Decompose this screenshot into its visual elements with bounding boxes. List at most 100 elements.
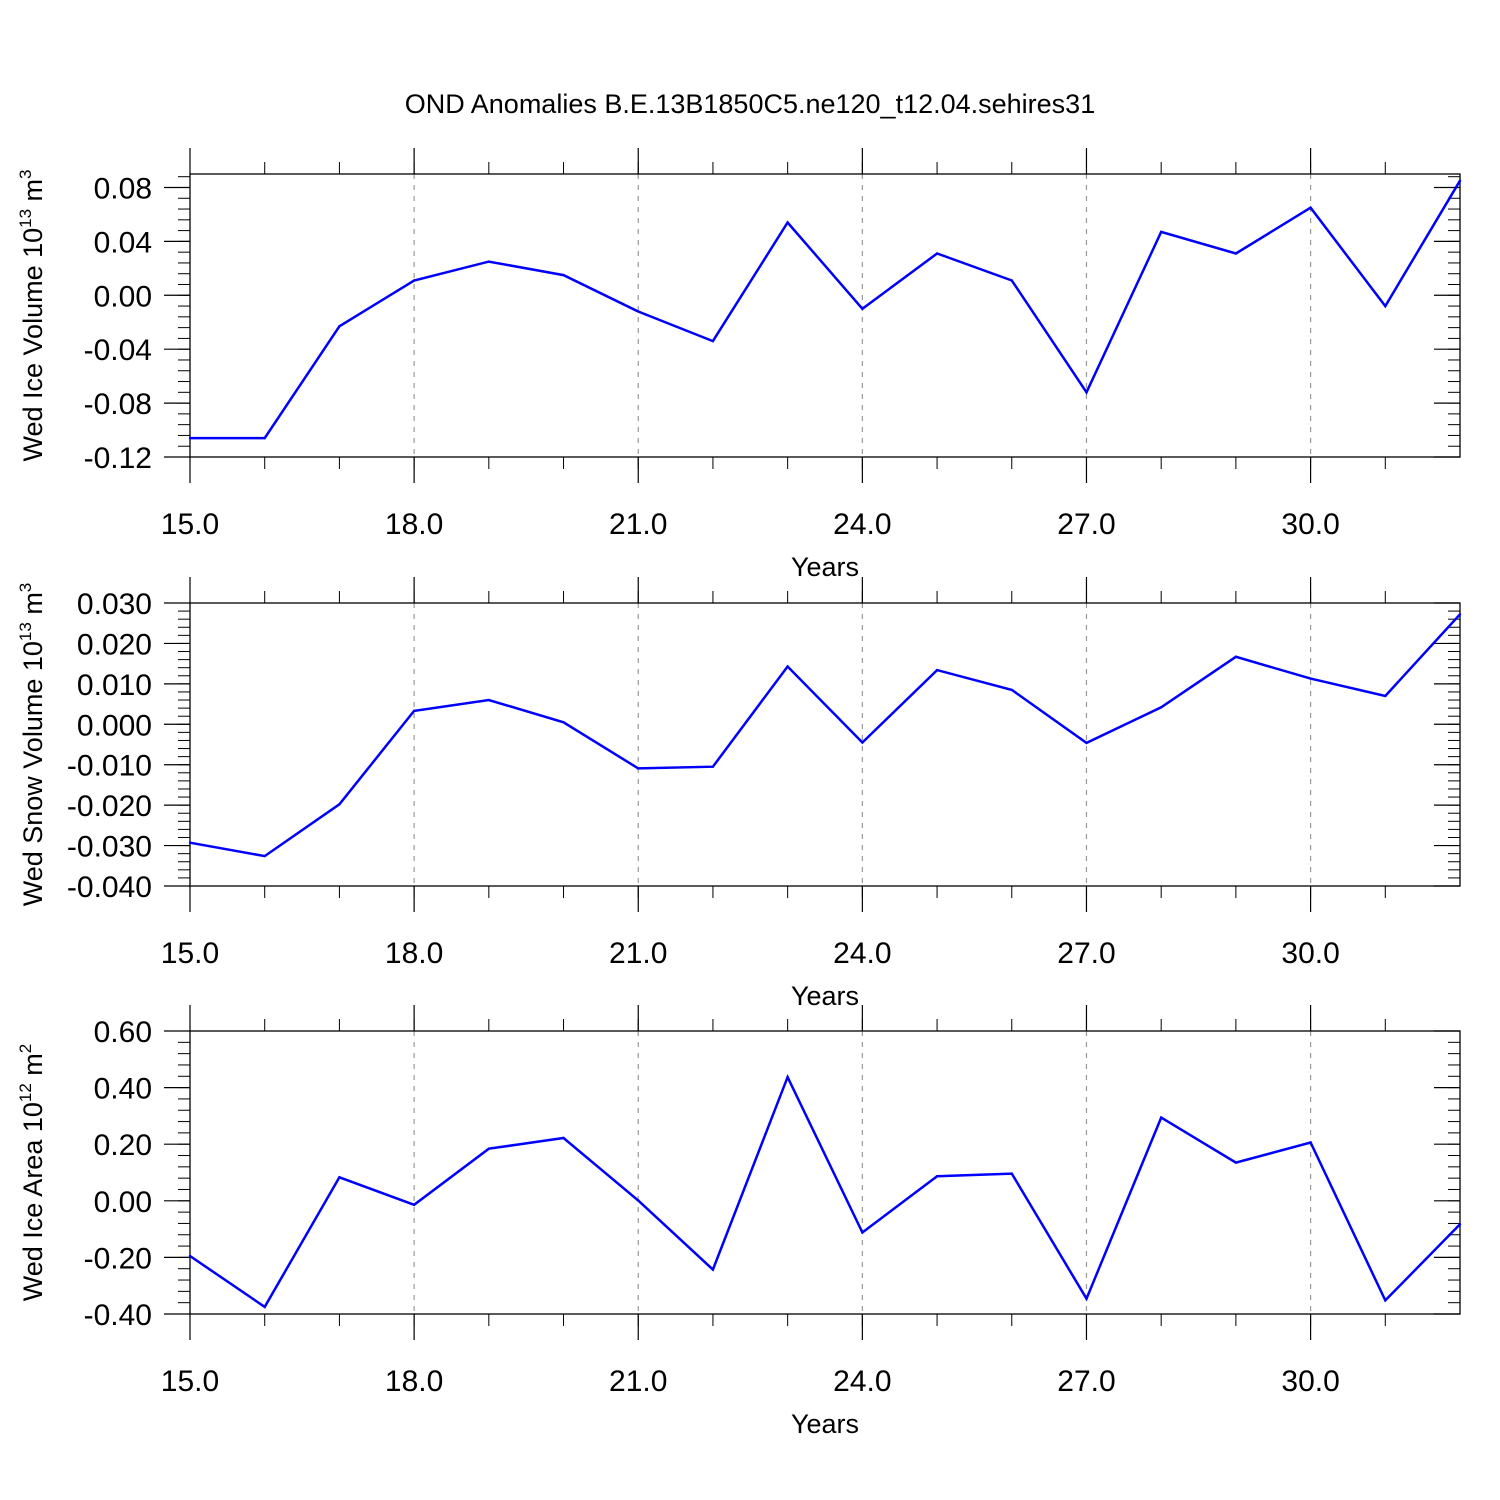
y-tick-label: 0.40 bbox=[94, 1073, 152, 1106]
y-tick-label: 0.04 bbox=[94, 226, 152, 259]
y-tick-label: -0.12 bbox=[84, 442, 152, 475]
data-point bbox=[562, 1136, 565, 1140]
y-tick-label: 0.010 bbox=[77, 669, 152, 702]
data-point bbox=[1234, 1161, 1238, 1164]
data-point bbox=[562, 721, 565, 724]
data-point bbox=[487, 1147, 491, 1150]
x-tick-label: 30.0 bbox=[1281, 508, 1339, 541]
y-tick-label: -0.08 bbox=[84, 388, 152, 421]
data-point bbox=[263, 436, 266, 440]
data-point bbox=[562, 273, 565, 277]
data-point bbox=[1159, 706, 1163, 709]
x-tick-label: 30.0 bbox=[1281, 937, 1339, 970]
data-point bbox=[338, 1176, 341, 1179]
data-point bbox=[1458, 179, 1462, 182]
data-point bbox=[188, 436, 192, 440]
x-tick-label: 27.0 bbox=[1057, 508, 1115, 541]
data-point bbox=[1010, 688, 1013, 692]
chart-panel-2: 15.0 18.0 21.0 24.0 27.0 30.0 0.030 0.020 0.010 0… bbox=[16, 577, 1462, 1011]
y-axis-label-unit-exp: 3 bbox=[16, 169, 35, 178]
plot-frame bbox=[189, 1030, 1461, 1315]
data-point bbox=[1458, 613, 1462, 616]
x-tick-label: 21.0 bbox=[609, 508, 667, 541]
data-point bbox=[1234, 252, 1238, 255]
data-point bbox=[1384, 304, 1387, 308]
x-tick-label: 18.0 bbox=[385, 1365, 443, 1398]
x-tick-label: 15.0 bbox=[161, 1365, 219, 1398]
data-point bbox=[412, 279, 416, 282]
data-point bbox=[711, 339, 715, 343]
x-tick-label: 24.0 bbox=[833, 937, 891, 970]
x-axis-label: Years bbox=[791, 981, 859, 1011]
series-line bbox=[189, 613, 1461, 858]
data-point bbox=[1085, 1297, 1088, 1300]
y-axis-label: Wed Ice Area 1012 m2 bbox=[16, 1044, 48, 1302]
data-point bbox=[637, 310, 640, 313]
x-tick-label: 21.0 bbox=[609, 1365, 667, 1398]
y-axis-label-unit: m bbox=[18, 1053, 48, 1083]
y-tick-label: -0.40 bbox=[84, 1299, 152, 1332]
data-point bbox=[711, 1268, 715, 1271]
data-point bbox=[786, 1075, 789, 1079]
data-point bbox=[935, 1174, 939, 1178]
x-tick-label: 15.0 bbox=[161, 937, 219, 970]
y-tick-label: -0.20 bbox=[84, 1242, 152, 1275]
data-point bbox=[1458, 1223, 1462, 1226]
data-point bbox=[1384, 1299, 1387, 1302]
data-point bbox=[412, 709, 416, 713]
y-tick-label: -0.04 bbox=[84, 334, 152, 367]
data-point bbox=[1010, 1172, 1013, 1175]
y-tick-label: 0.20 bbox=[94, 1129, 152, 1162]
chart-panel-3: 15.0 18.0 21.0 24.0 27.0 30.0 0.60 0.40 0.20 0.00… bbox=[16, 1005, 1462, 1439]
data-point bbox=[1234, 655, 1238, 658]
y-axis-label: Wed Ice Volume 1013 m3 bbox=[16, 169, 48, 461]
y-axis-label-text: Wed Ice Volume 10 bbox=[18, 228, 48, 462]
chart-panel-1: 15.0 18.0 21.0 24.0 27.0 30.0 0.08 0.04 0.00 -0.0… bbox=[16, 148, 1462, 582]
y-tick-label: 0.030 bbox=[77, 588, 152, 621]
y-axis-label-text: Wed Snow Volume 10 bbox=[18, 641, 48, 906]
data-point bbox=[1384, 694, 1387, 698]
plot-frame bbox=[189, 173, 1461, 458]
y-axis-label-unit: m bbox=[18, 592, 48, 622]
data-point bbox=[263, 854, 266, 858]
data-point bbox=[338, 325, 341, 328]
x-tick-label: 24.0 bbox=[833, 508, 891, 541]
data-point bbox=[1309, 1141, 1312, 1144]
y-axis-label-exp: 13 bbox=[16, 622, 35, 641]
data-point bbox=[1159, 230, 1163, 234]
data-point bbox=[1159, 1116, 1163, 1119]
x-tick-label: 27.0 bbox=[1057, 937, 1115, 970]
panels-container: 15.0 18.0 21.0 24.0 27.0 30.0 0.08 0.04 0.00 -0.0… bbox=[16, 148, 1462, 1439]
data-point bbox=[487, 698, 491, 702]
data-point bbox=[263, 1305, 266, 1309]
x-axis-label: Years bbox=[791, 552, 859, 582]
y-tick-label: -0.020 bbox=[67, 790, 152, 823]
data-point bbox=[1309, 677, 1312, 680]
y-axis-label-unit-exp: 2 bbox=[16, 1044, 35, 1053]
data-point bbox=[786, 221, 789, 224]
data-point bbox=[861, 307, 864, 310]
data-point bbox=[1309, 206, 1312, 209]
y-tick-label: 0.020 bbox=[77, 628, 152, 661]
y-axis-label-exp: 13 bbox=[16, 209, 35, 228]
y-axis-label-exp: 12 bbox=[16, 1083, 35, 1102]
y-axis-label-unit: m bbox=[18, 179, 48, 209]
x-axis-label: Years bbox=[791, 1409, 859, 1439]
data-point bbox=[1010, 279, 1013, 282]
x-tick-label: 18.0 bbox=[385, 508, 443, 541]
x-tick-label: 21.0 bbox=[609, 937, 667, 970]
plot-frame bbox=[189, 602, 1461, 887]
data-point bbox=[711, 765, 715, 768]
data-point bbox=[338, 803, 341, 806]
data-point bbox=[1085, 391, 1088, 394]
data-point bbox=[1085, 741, 1088, 745]
x-tick-label: 30.0 bbox=[1281, 1365, 1339, 1398]
y-axis-label-unit-exp: 3 bbox=[16, 583, 35, 592]
data-point bbox=[188, 1254, 192, 1258]
data-point bbox=[412, 1203, 416, 1206]
y-tick-label: 0.00 bbox=[94, 280, 152, 313]
x-tick-label: 18.0 bbox=[385, 937, 443, 970]
x-tick-label: 15.0 bbox=[161, 508, 219, 541]
